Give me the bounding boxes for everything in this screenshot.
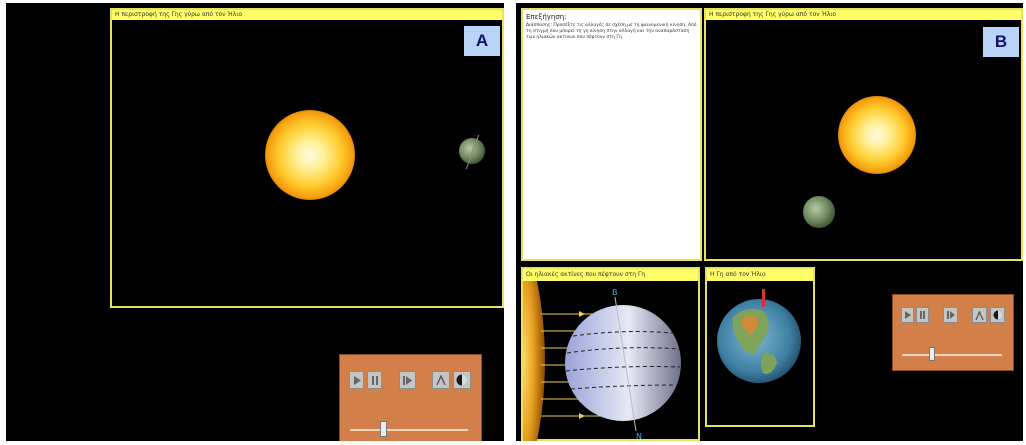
speed-slider-track[interactable] [902,354,1002,356]
play-icon [353,375,361,385]
label-b: B [983,27,1019,57]
play-button[interactable] [349,371,364,389]
north-label: Β [612,288,618,297]
step-forward-icon [403,375,412,385]
moon-phase-icon [456,374,468,386]
moon-phase-button[interactable] [990,307,1005,323]
globe-view: Η Γη από τον Ήλιο [705,267,815,427]
simulation-title-a: Η περιστροφή της Γης γύρω από τον Ήλιο [112,10,502,20]
speed-slider-thumb[interactable] [929,347,935,361]
location-marker [762,289,765,307]
play-button[interactable] [901,307,914,323]
step-forward-button[interactable] [943,307,958,323]
label-a: A [464,26,500,56]
axis-icon [436,375,446,385]
control-panel-a [339,354,482,441]
earth [803,196,835,228]
moon-phase-button[interactable] [453,371,471,389]
simulation-title-b: Η περιστροφή της Γης γύρω από τον Ήλιο [706,10,1021,20]
sun-rays-title: Οι ηλιακές ακτίνες που πέφτουν στη Γη [523,269,698,281]
control-panel-b [892,294,1014,371]
moon-phase-icon [993,310,1002,320]
sun-edge [523,281,545,441]
globe-diagram [717,289,801,383]
globe-title: Η Γη από τον Ήλιο [707,269,813,281]
step-forward-icon [946,311,955,319]
sun [838,96,916,174]
pause-button[interactable] [367,371,382,389]
panel-a: Η περιστροφή της Γης γύρω από τον Ήλιο A [6,3,504,441]
axis-button[interactable] [432,371,450,389]
step-forward-button[interactable] [399,371,416,389]
axis-button[interactable] [972,307,987,323]
earth-axis [614,296,637,432]
south-label: Ν [636,432,642,441]
sun-rays-view: Οι ηλιακές ακτίνες που πέφτουν στη Γη [521,267,700,441]
simulation-view-a: Η περιστροφή της Γης γύρω από τον Ήλιο [110,8,504,308]
explanation-title: Επεξήγηση: [526,13,567,21]
earth-globe [565,305,681,421]
play-icon [905,311,911,319]
pause-icon [920,311,925,319]
panel-b: Επεξήγηση: Διάσπασης: Προσέξτε τις αλλαγ… [516,3,1023,441]
simulation-view-b: Η περιστροφή της Γης γύρω από τον Ήλιο [704,8,1023,261]
speed-slider-thumb[interactable] [380,421,387,437]
speed-slider-track[interactable] [350,429,468,431]
sun-rays-diagram: Β Ν [523,281,681,441]
axis-icon [975,310,984,320]
pause-icon [371,375,378,385]
sun [265,110,355,200]
explanation-box: Επεξήγηση: Διάσπασης: Προσέξτε τις αλλαγ… [521,8,702,261]
pause-button[interactable] [916,307,929,323]
explanation-text: Διάσπασης: Προσέξτε τις αλλαγές σε σχέση… [526,23,697,40]
